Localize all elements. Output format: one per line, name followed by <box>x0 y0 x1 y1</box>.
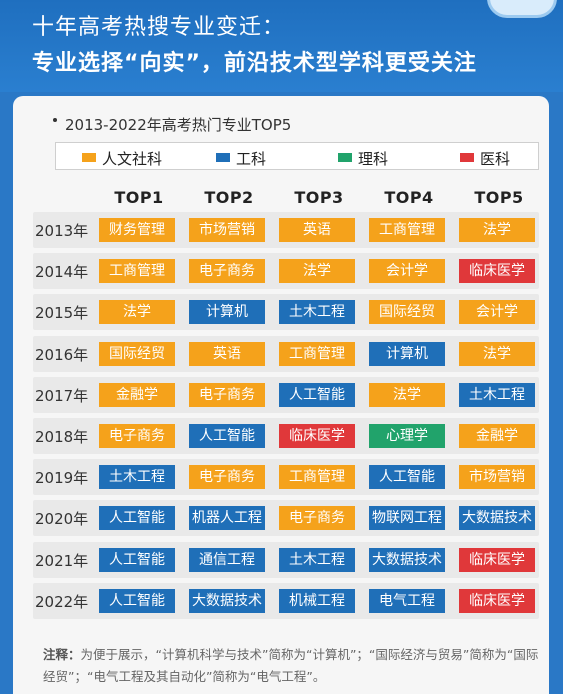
major-tag: 会计学 <box>369 259 445 284</box>
legend-swatch <box>460 153 474 162</box>
major-tag: 机器人工程 <box>189 506 265 531</box>
legend-item-engineering: 工科 <box>216 148 266 169</box>
legend: 人文社科 工科 理科 医科 <box>55 142 539 170</box>
footnote-label: 注释： <box>43 647 81 662</box>
major-tag: 工商管理 <box>279 341 355 366</box>
row-year: 2018年 <box>35 428 89 446</box>
legend-label: 理科 <box>358 150 389 168</box>
major-tag: 会计学 <box>459 300 535 325</box>
row-year: 2020年 <box>35 510 89 529</box>
major-tag: 国际经贸 <box>369 300 445 325</box>
legend-item-science: 理科 <box>338 148 388 169</box>
major-tag: 工商管理 <box>369 218 445 242</box>
major-tag: 法学 <box>369 382 445 407</box>
row-year: 2021年 <box>35 551 89 570</box>
column-header-top2: TOP2 <box>204 188 254 207</box>
table-row: 2017年 金融学 电子商务 人工智能 法学 土木工程 <box>33 376 539 413</box>
major-tag: 金融学 <box>99 382 175 407</box>
column-header-top5: TOP5 <box>474 188 524 207</box>
table-row: 2014年 工商管理 电子商务 法学 会计学 临床医学 <box>33 253 539 290</box>
table-row: 2022年 人工智能 大数据技术 机械工程 电气工程 临床医学 <box>33 582 539 619</box>
table-row: 2020年 人工智能 机器人工程 电子商务 物联网工程 大数据技术 <box>33 500 539 537</box>
major-tag: 土木工程 <box>99 465 175 490</box>
table-row: 2015年 法学 计算机 土木工程 国际经贸 会计学 <box>33 294 539 331</box>
table-subtitle: 2013-2022年高考热门专业TOP5 <box>65 116 292 134</box>
major-tag: 英语 <box>189 341 265 366</box>
column-header-top4: TOP4 <box>384 188 434 207</box>
major-tag: 法学 <box>459 218 535 242</box>
table-row: 2021年 人工智能 通信工程 土木工程 大数据技术 临床医学 <box>33 541 539 578</box>
table-row: 2013年 财务管理 市场营销 英语 工商管理 法学 <box>33 212 539 248</box>
table-row: 2016年 国际经贸 英语 工商管理 计算机 法学 <box>33 335 539 372</box>
legend-label: 工科 <box>236 150 267 168</box>
major-tag: 计算机 <box>369 341 445 366</box>
table-row: 2019年 土木工程 电子商务 工商管理 人工智能 市场营销 <box>33 459 539 496</box>
content-panel: 2013-2022年高考热门专业TOP5 人文社科 工科 理科 医科 TOP1 … <box>13 96 549 694</box>
major-tag: 英语 <box>279 218 355 242</box>
major-tag: 人工智能 <box>99 506 175 531</box>
major-tag: 工商管理 <box>279 465 355 490</box>
major-tag: 电子商务 <box>189 382 265 407</box>
footnote-text: 为便于展示，“计算机科学与技术”简称为“计算机”；“国际经济与贸易”简称为“国际… <box>43 647 539 684</box>
major-tag: 临床医学 <box>459 588 535 613</box>
legend-swatch <box>82 153 96 162</box>
column-header-top3: TOP3 <box>294 188 344 207</box>
major-tag: 人工智能 <box>99 588 175 613</box>
major-tag: 通信工程 <box>189 547 265 572</box>
header-title-line1: 十年高考热搜专业变迁： <box>32 15 286 40</box>
legend-item-medicine: 医科 <box>460 148 510 169</box>
major-tag: 机械工程 <box>279 588 355 613</box>
major-tag: 法学 <box>279 259 355 284</box>
major-tag: 土木工程 <box>279 300 355 325</box>
row-year: 2017年 <box>35 386 89 405</box>
major-tag: 土木工程 <box>459 382 535 407</box>
header-title-line2: 专业选择“向实”，前沿技术型学科更受关注 <box>32 51 477 76</box>
major-tag: 大数据技术 <box>369 547 445 572</box>
major-tag: 电气工程 <box>369 588 445 613</box>
major-tag: 计算机 <box>189 300 265 325</box>
legend-swatch <box>338 153 352 162</box>
table-row: 2018年 电子商务 人工智能 临床医学 心理学 金融学 <box>33 418 539 454</box>
major-tag: 人工智能 <box>99 547 175 572</box>
major-tag: 人工智能 <box>369 465 445 490</box>
major-tag: 电子商务 <box>189 465 265 490</box>
major-tag: 金融学 <box>459 424 535 448</box>
major-tag: 法学 <box>99 300 175 325</box>
major-tag: 电子商务 <box>279 506 355 531</box>
major-tag: 电子商务 <box>99 424 175 448</box>
legend-label: 人文社科 <box>102 150 163 168</box>
major-tag: 土木工程 <box>279 547 355 572</box>
major-tag: 临床医学 <box>459 547 535 572</box>
bullet-dot <box>53 118 57 122</box>
row-year: 2016年 <box>35 345 89 364</box>
column-header-top1: TOP1 <box>114 188 164 207</box>
major-tag: 临床医学 <box>459 259 535 284</box>
major-tag: 市场营销 <box>189 218 265 242</box>
header-banner: 十年高考热搜专业变迁： 专业选择“向实”，前沿技术型学科更受关注 <box>0 0 563 92</box>
major-tag: 国际经贸 <box>99 341 175 366</box>
major-tag: 人工智能 <box>279 382 355 407</box>
legend-label: 医科 <box>480 150 511 168</box>
row-year: 2013年 <box>35 222 89 240</box>
major-tag: 电子商务 <box>189 259 265 284</box>
major-tag: 心理学 <box>369 424 445 448</box>
row-year: 2019年 <box>35 469 89 488</box>
major-tag: 工商管理 <box>99 259 175 284</box>
major-tag: 财务管理 <box>99 218 175 242</box>
row-year: 2014年 <box>35 263 89 282</box>
legend-swatch <box>216 153 230 162</box>
major-tag: 法学 <box>459 341 535 366</box>
decorative-bubble <box>487 0 557 18</box>
legend-item-humanities: 人文社科 <box>82 148 162 169</box>
major-tag: 物联网工程 <box>369 506 445 531</box>
major-tag: 人工智能 <box>189 424 265 448</box>
row-year: 2015年 <box>35 304 89 323</box>
major-tag: 临床医学 <box>279 424 355 448</box>
major-tag: 大数据技术 <box>459 506 535 531</box>
row-year: 2022年 <box>35 592 89 611</box>
major-tag: 市场营销 <box>459 465 535 490</box>
major-tag: 大数据技术 <box>189 588 265 613</box>
footnote: 注释：为便于展示，“计算机科学与技术”简称为“计算机”；“国际经济与贸易”简称为… <box>43 644 543 688</box>
